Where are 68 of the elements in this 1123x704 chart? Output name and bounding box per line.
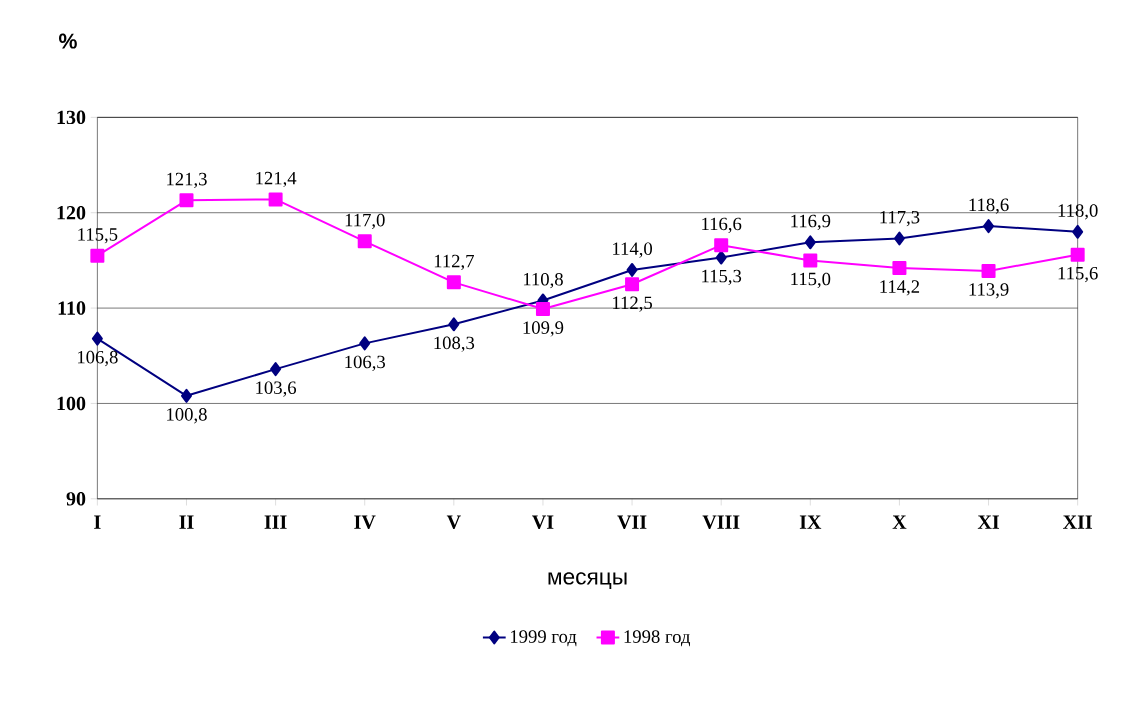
data-label: 110,8 xyxy=(523,272,563,289)
point xyxy=(357,234,372,249)
x-tick-label: VI xyxy=(532,515,554,529)
point xyxy=(1072,224,1084,239)
data-label: 116,9 xyxy=(791,214,831,230)
data-label: 109,9 xyxy=(523,321,564,337)
data-label: 117,0 xyxy=(345,213,385,229)
x-tick-label: XII xyxy=(1063,515,1092,529)
legend-label: 1998 год xyxy=(624,630,691,647)
point xyxy=(893,231,905,246)
data-label: 118,6 xyxy=(969,198,1009,214)
data-label: 118,0 xyxy=(1058,204,1098,220)
point xyxy=(981,263,996,278)
data-label: 112,5 xyxy=(613,296,653,312)
x-tick-label: VII xyxy=(617,515,647,529)
point xyxy=(625,277,640,292)
x-tick-label: V xyxy=(446,515,461,529)
data-label: 108,3 xyxy=(434,336,475,352)
y-tick-label: 130 xyxy=(57,110,86,125)
data-label: 114,0 xyxy=(613,242,653,258)
data-label: 106,8 xyxy=(78,350,118,367)
point xyxy=(91,331,103,346)
point xyxy=(804,235,816,250)
y-tick-label: 90 xyxy=(66,491,86,506)
data-label: 115,6 xyxy=(1058,266,1098,283)
point xyxy=(268,192,283,207)
x-tick-label: II xyxy=(179,515,194,529)
data-label: 117,3 xyxy=(880,210,920,227)
y-axis-title: % xyxy=(59,33,77,49)
point xyxy=(535,301,550,316)
data-label: 121,4 xyxy=(256,171,297,188)
data-label: 112,7 xyxy=(434,254,474,270)
x-tick-label: XI xyxy=(977,515,999,529)
x-tick-label: VIII xyxy=(702,515,740,529)
x-tick-label: IV xyxy=(354,515,376,529)
y-tick-label: 110 xyxy=(58,301,86,315)
point xyxy=(90,248,105,263)
point xyxy=(715,250,727,265)
point xyxy=(359,336,371,351)
point xyxy=(714,238,729,253)
point xyxy=(892,260,907,275)
point xyxy=(179,193,194,208)
y-tick-label: 100 xyxy=(57,396,86,411)
x-tick-label: I xyxy=(94,515,101,529)
y-tick-label: 120 xyxy=(57,205,86,220)
point xyxy=(270,362,282,377)
data-label: 115,3 xyxy=(702,269,742,285)
data-label: 115,0 xyxy=(791,272,831,288)
data-label: 113,9 xyxy=(969,283,1009,299)
data-label: 115,5 xyxy=(78,228,118,244)
point xyxy=(803,253,818,268)
legend-label: 1999 год xyxy=(510,630,577,647)
point xyxy=(180,388,192,403)
data-label: 100,8 xyxy=(167,407,207,424)
x-tick-label: IX xyxy=(799,515,822,529)
data-label: 121,3 xyxy=(167,172,207,188)
x-axis-title: месяцы xyxy=(548,572,627,589)
point xyxy=(626,262,638,277)
point xyxy=(448,317,460,332)
x-tick-label: III xyxy=(264,515,287,529)
data-label: 114,2 xyxy=(880,280,920,296)
x-tick-label: X xyxy=(892,515,907,529)
data-label: 103,6 xyxy=(256,381,297,397)
point xyxy=(446,275,461,290)
point xyxy=(1070,247,1085,262)
data-label: 106,3 xyxy=(345,355,386,371)
point xyxy=(983,218,995,233)
data-label: 116,6 xyxy=(702,217,742,233)
